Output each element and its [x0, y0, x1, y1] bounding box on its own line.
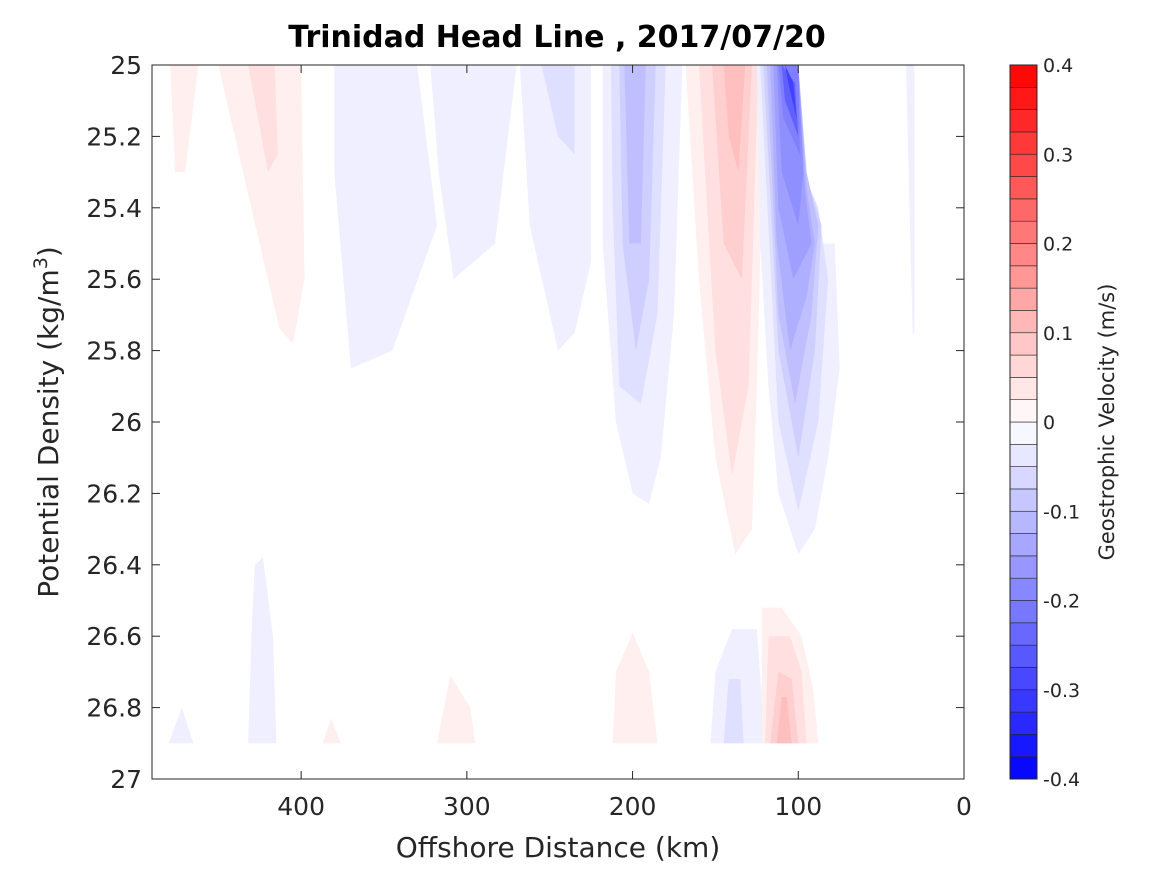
y-axis-label-superscript: 3 [30, 257, 52, 269]
colorbar-level [1009, 377, 1038, 400]
colorbar-tick-label: 0 [1043, 412, 1055, 434]
y-tick-label: 26 [110, 408, 142, 437]
colorbar-level [1009, 689, 1038, 713]
colorbar-level [1009, 153, 1038, 177]
y-tick-label: 25.8 [86, 337, 142, 366]
colorbar-tick-label: 0.1 [1043, 323, 1073, 345]
colorbar-level [1009, 64, 1038, 88]
y-axis-label: Potential Density (kg/m3) [30, 246, 65, 598]
colorbar-level [1009, 622, 1038, 646]
colorbar-level [1009, 466, 1038, 490]
contour-pos-310-bottom [437, 675, 476, 744]
x-tick-label: 400 [277, 792, 325, 821]
colorbar-level [1009, 734, 1038, 757]
chart-title: Trinidad Head Line , 2017/07/20 [288, 20, 825, 55]
colorbar-level [1009, 644, 1038, 668]
colorbar-label: Geostrophic Velocity (m/s) [1095, 284, 1119, 561]
colorbar-level [1009, 711, 1038, 735]
colorbar-level [1009, 265, 1038, 289]
colorbar-level [1009, 510, 1038, 534]
contour-neg-250-inner [541, 65, 575, 155]
colorbar-level [1009, 87, 1038, 110]
y-axis-label-close: ) [32, 246, 65, 257]
y-axis: 25 25.2 25.4 25.6 25.8 26 26.2 26.4 26.6 26.8 27 [86, 51, 964, 794]
colorbar-level [1009, 109, 1038, 133]
colorbar-tick-label: -0.4 [1043, 769, 1080, 791]
colorbar-level [1009, 667, 1038, 691]
colorbar-tick-label: -0.3 [1043, 680, 1080, 702]
colorbar-level [1009, 176, 1038, 200]
colorbar-frame [1009, 64, 1038, 780]
contour-pos-140-3 [712, 65, 752, 280]
contour-neg-100-10 [785, 65, 797, 119]
contour-neg-460-bottom [168, 707, 194, 744]
x-tick-label: 200 [609, 792, 657, 821]
y-tick-label: 26.2 [86, 479, 142, 508]
colorbar-level [1009, 198, 1038, 222]
contour-neg-200-4 [624, 65, 646, 244]
colorbar-tick-label: 0.4 [1043, 55, 1073, 77]
contour-pos-475 [170, 65, 199, 173]
colorbar-tick-label: 0.3 [1043, 144, 1073, 166]
colorbar-level [1009, 600, 1038, 624]
y-tick-label: 25.2 [86, 122, 142, 151]
y-tick-label: 26.6 [86, 622, 142, 651]
colorbar-level [1009, 444, 1038, 467]
x-axis-label: Offshore Distance (km) [396, 831, 721, 864]
colorbar-level [1009, 533, 1038, 557]
colorbar-level [1009, 131, 1038, 155]
contour-neg-140-bottom-2 [723, 679, 744, 744]
y-tick-label: 26.4 [86, 551, 142, 580]
contour-layer [168, 65, 915, 744]
colorbar-level [1009, 488, 1038, 512]
contour-pos-110-bottom-4 [776, 696, 792, 744]
x-tick-label: 300 [443, 792, 491, 821]
colorbar-level [1009, 555, 1038, 579]
colorbar-level [1009, 354, 1038, 378]
x-tick-label: 100 [774, 792, 822, 821]
colorbar-level [1009, 756, 1038, 780]
colorbar-level [1009, 577, 1038, 601]
contour-pos-385-bottom [322, 718, 341, 744]
colorbar-level [1009, 310, 1038, 334]
contour-neg-420-bottom [248, 557, 277, 744]
contour-neg-380 [334, 65, 437, 369]
y-tick-label: 25 [110, 51, 142, 80]
y-tick-label: 26.8 [86, 694, 142, 723]
contour-pos-200-bottom [612, 632, 658, 744]
colorbar-level [1009, 399, 1038, 423]
colorbar-level [1009, 220, 1038, 244]
plot-area [151, 64, 965, 780]
contour-pos-420-outer [218, 65, 305, 344]
y-tick-label: 25.4 [86, 194, 142, 223]
colorbar-level [1009, 332, 1038, 356]
y-axis-label-main: Potential Density (kg/m [32, 269, 65, 598]
colorbar: 0.4 0.3 0.2 0.1 0 -0.1 -0.2 -0.3 -0.4 [1009, 55, 1080, 791]
x-axis: 400 300 200 100 0 [277, 65, 972, 821]
x-tick-label: 0 [956, 792, 972, 821]
y-tick-label: 27 [110, 765, 142, 794]
colorbar-tick-label: -0.2 [1043, 591, 1080, 613]
y-tick-label: 25.6 [86, 265, 142, 294]
contour-pos-140-4 [723, 65, 746, 173]
contour-neg-30 [906, 65, 915, 333]
colorbar-tick-label: -0.1 [1043, 501, 1080, 523]
colorbar-tick-label: 0.2 [1043, 234, 1073, 256]
contour-pos-420-inner [248, 65, 278, 173]
colorbar-level [1009, 287, 1038, 311]
contour-neg-300 [430, 65, 517, 280]
contour-neg-100-9 [781, 65, 799, 137]
colorbar-level [1009, 421, 1038, 445]
colorbar-level [1009, 243, 1038, 267]
